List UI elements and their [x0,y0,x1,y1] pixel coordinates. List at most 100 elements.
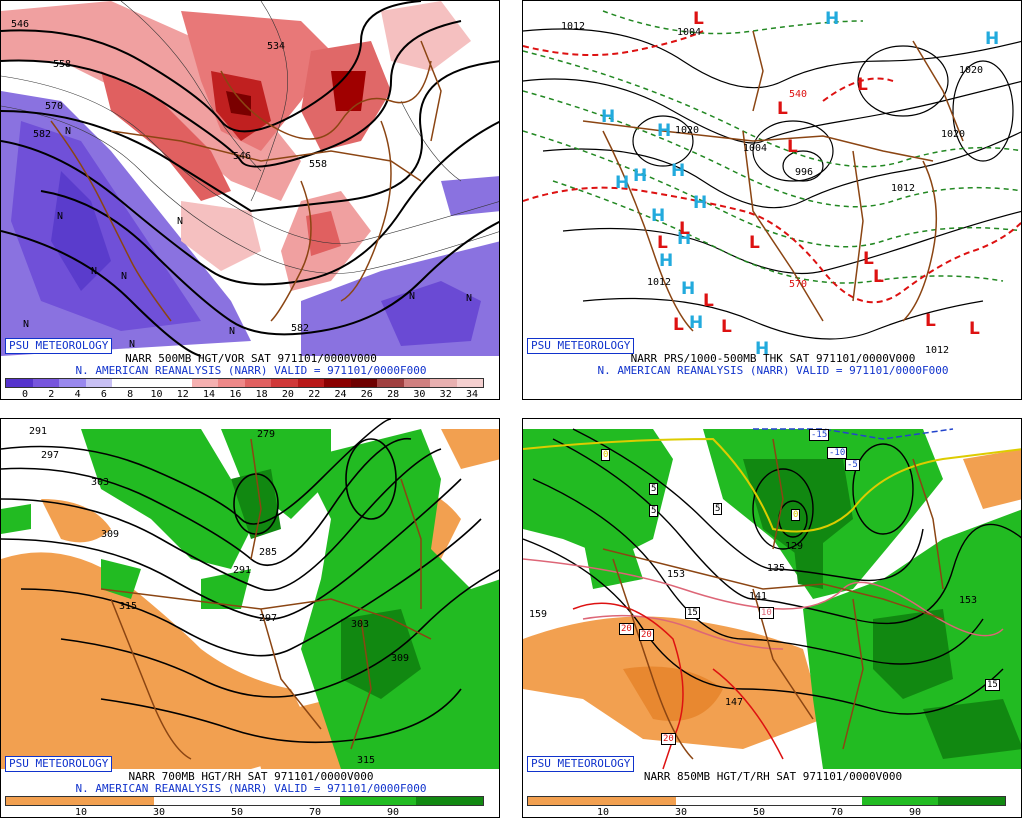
rh-color-scale [527,796,1006,806]
temperature-label: 20 [639,629,654,641]
high-pressure-mark: H [657,121,672,141]
scale-tick-label: 30 [413,389,426,400]
color-swatch [456,379,483,387]
color-swatch [403,379,430,387]
panel-title: NARR 700MB HGT/RH SAT 971101/0000V000 [128,770,374,783]
low-pressure-mark: L [703,291,714,311]
vorticity-minimum-mark: N [177,216,184,227]
contour-label: 303 [91,477,110,488]
high-pressure-mark: H [615,173,630,193]
panel-subtitle: N. AMERICAN REANALYSIS (NARR) VALID = 97… [75,782,427,795]
contour-label: 558 [309,159,328,170]
psu-meteorology-label: PSU METEOROLOGY [527,756,635,772]
scale-tick-label: 14 [203,389,216,400]
temperature-label: -10 [827,447,848,459]
high-pressure-mark: H [681,279,696,299]
high-pressure-mark: H [651,206,666,226]
contour-label: 546 [11,19,30,30]
rh-700mb-graphic [1,419,499,769]
isobar-label: 996 [795,167,814,178]
scale-tick-label: 30 [152,807,166,818]
color-swatch [861,797,939,805]
isobar-label: 1020 [959,65,984,76]
isobar-label: 1012 [925,345,950,356]
scale-tick-label: 90 [386,807,400,818]
low-pressure-mark: L [863,249,874,269]
pressure-map-graphic [523,10,1021,340]
scale-tick-label: 90 [908,807,922,818]
vorticity-minimum-mark: N [65,126,72,137]
scale-tick-label: 70 [830,807,844,818]
vorticity-minimum-mark: N [129,339,136,350]
isobar-label: 1004 [677,27,702,38]
scale-tick-label: 12 [176,389,189,400]
high-pressure-mark: H [985,29,1000,49]
contour-label: 153 [667,569,686,580]
vorticity-minimum-mark: N [121,271,128,282]
vorticity-minimum-mark: N [57,211,64,222]
high-pressure-mark: H [689,313,704,333]
scale-tick-label: 28 [387,389,400,400]
color-swatch [6,797,154,805]
low-pressure-mark: L [857,75,868,95]
contour-label: 315 [357,755,376,766]
scale-tick-label: 26 [360,389,373,400]
temp-rh-850mb-graphic [523,428,1021,770]
high-pressure-mark: H [677,229,692,249]
low-pressure-mark: L [657,233,668,253]
contour-label: 129 [785,541,804,552]
high-pressure-mark: H [671,161,686,181]
panel-pressure-thickness: 1012 1004 1020 1004 996 1012 1020 1012 1… [522,0,1024,402]
map-850mb: 159 153 135 129 141 147 153 0 5 5 5 0 -1… [522,418,1022,818]
color-swatch [218,379,245,387]
psu-meteorology-label: PSU METEOROLOGY [5,338,113,354]
contour-label: 297 [259,613,278,624]
color-swatch [297,379,324,387]
thickness-label: 570 [789,279,808,290]
vorticity-map-graphic [1,1,499,357]
contour-label: 297 [41,450,60,461]
contour-label: 558 [53,59,72,70]
color-swatch [271,379,298,387]
color-swatch [138,379,165,387]
vorticity-minimum-mark: N [91,266,98,277]
contour-label: 147 [725,697,744,708]
high-pressure-mark: H [755,339,770,359]
color-swatch [244,379,271,387]
contour-label: 582 [291,323,310,334]
color-swatch [112,379,139,387]
isobar-label: 1012 [647,277,672,288]
contour-label: 570 [45,101,64,112]
scale-tick-label: 8 [127,389,134,400]
color-swatch [191,379,218,387]
temperature-label: 15 [985,679,1000,691]
isobar-label: 1004 [743,143,768,154]
low-pressure-mark: L [749,233,760,253]
low-pressure-mark: L [787,137,798,157]
vorticity-minimum-mark: N [23,319,30,330]
color-swatch [350,379,377,387]
low-pressure-mark: L [693,9,704,29]
contour-label: 279 [257,429,276,440]
vorticity-minimum-mark: N [229,326,236,337]
color-swatch [339,797,417,805]
scale-tick-label: 10 [74,807,88,818]
contour-label: 315 [119,601,138,612]
high-pressure-mark: H [825,9,840,29]
color-swatch [165,379,192,387]
isobar-label: 1020 [675,125,700,136]
rh-scale-ticks: 10 30 50 70 90 [1,807,499,818]
panel-subtitle: N. AMERICAN REANALYSIS (NARR) VALID = 97… [75,364,427,377]
map-700mb: 291 297 303 309 315 285 291 297 303 309 … [0,418,500,818]
color-swatch [416,797,483,805]
contour-label: 309 [101,529,120,540]
color-swatch [377,379,404,387]
color-swatch [85,379,112,387]
isobar-label: 1012 [891,183,916,194]
contour-label: 534 [267,41,286,52]
temperature-label: 5 [713,503,723,515]
temperature-label: -15 [809,429,830,441]
contour-label: 291 [29,426,48,437]
temperature-label: 5 [649,483,659,495]
low-pressure-mark: L [777,99,788,119]
